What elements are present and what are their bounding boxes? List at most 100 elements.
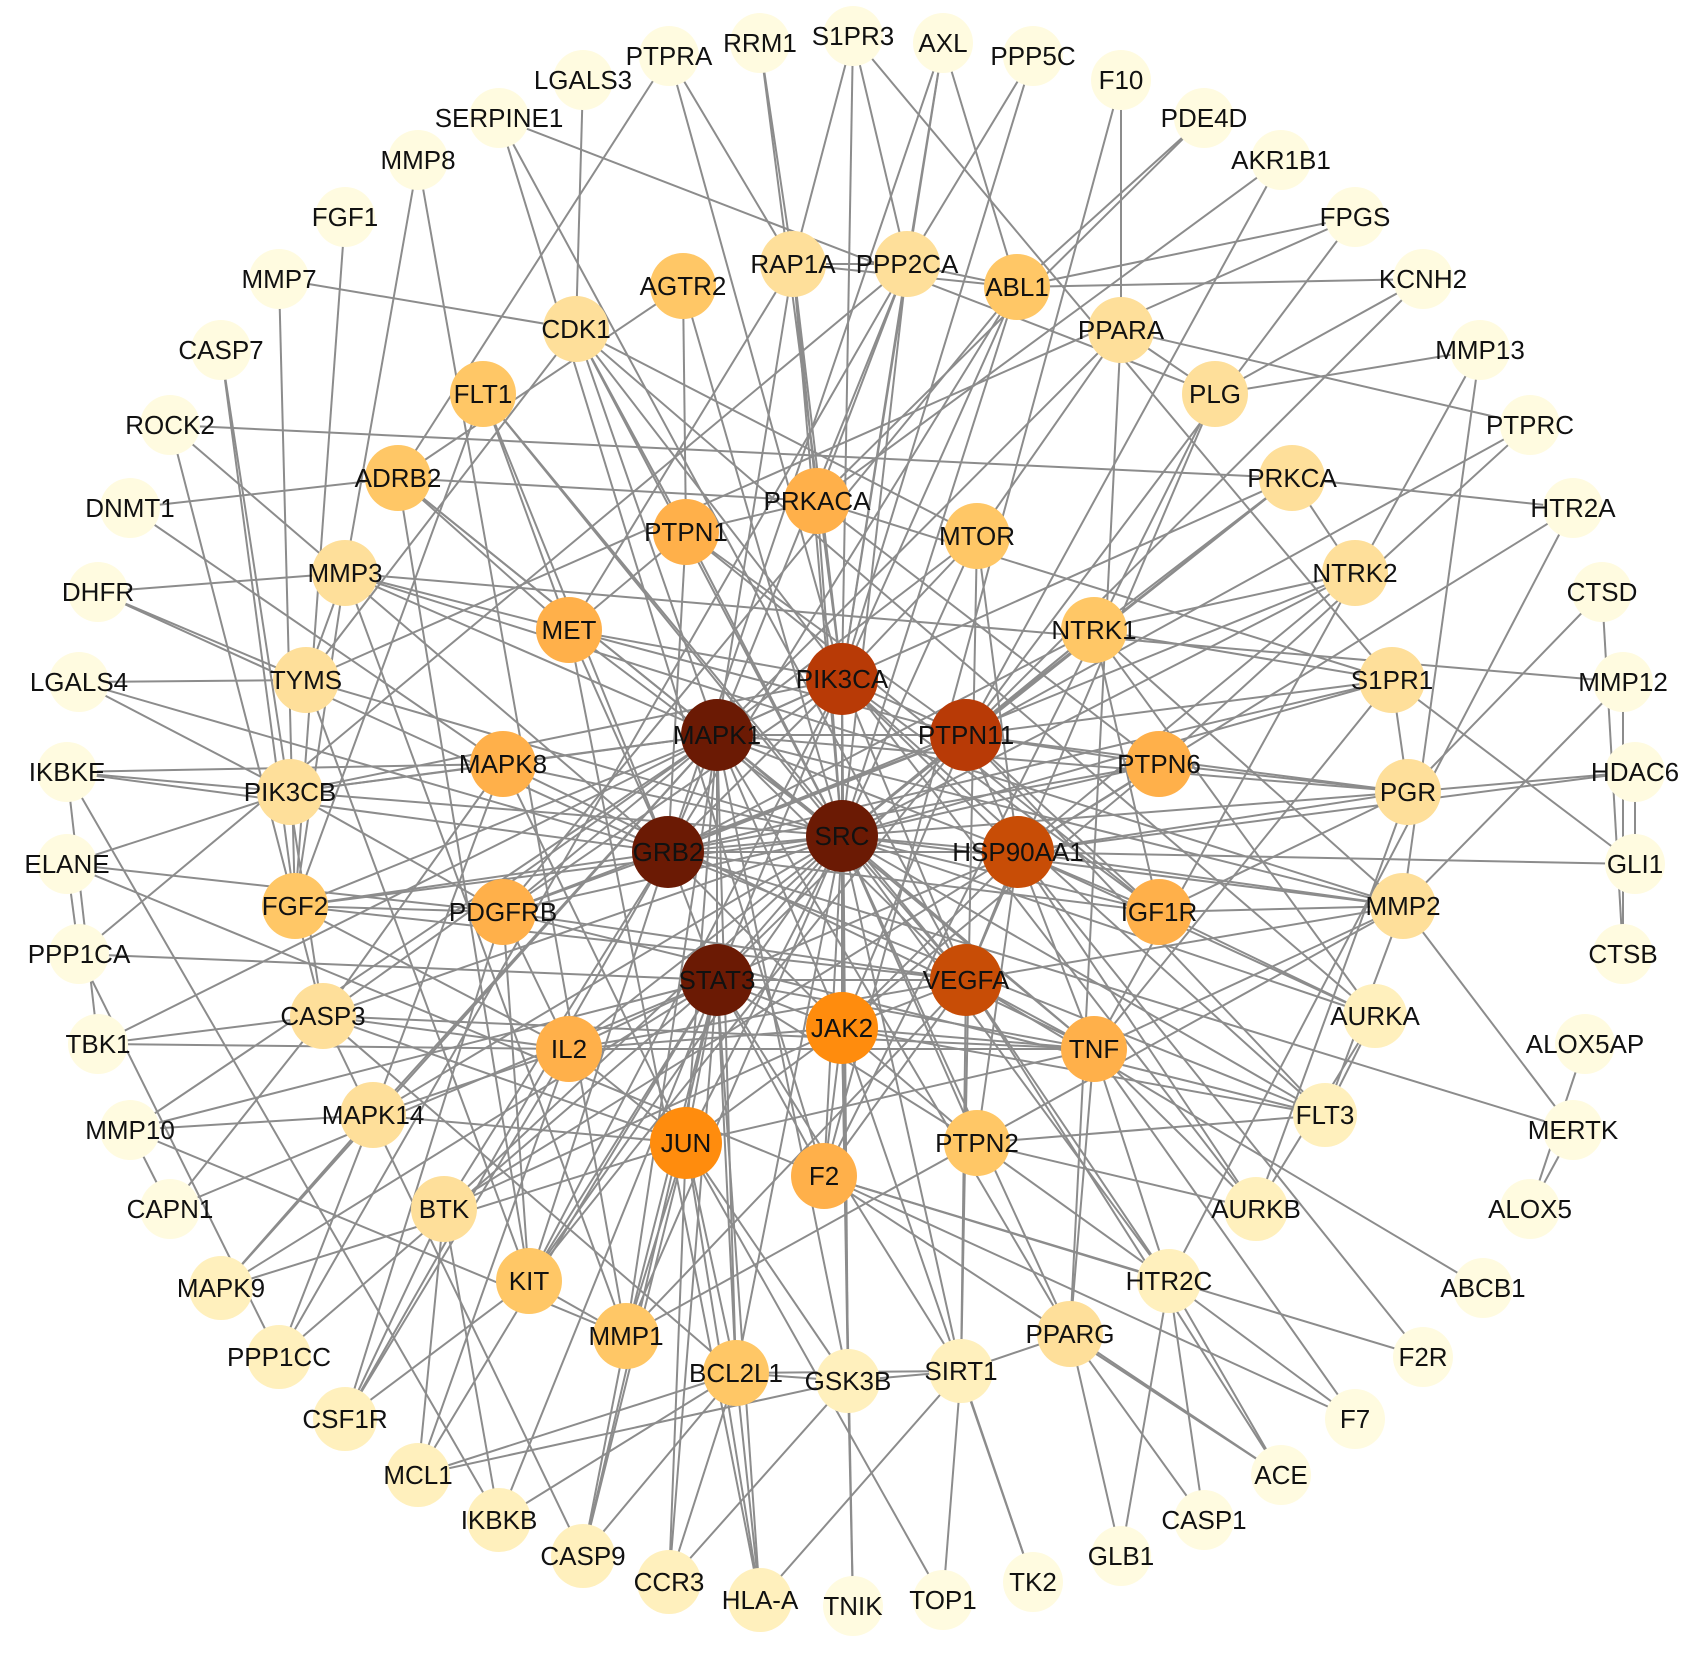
node-circle-ntrk2[interactable]	[1322, 540, 1388, 606]
node-circle-hsp90aa1[interactable]	[982, 816, 1054, 888]
node-sirt1[interactable]: SIRT1	[924, 1339, 998, 1403]
node-mmp7[interactable]: MMP7	[241, 249, 317, 309]
node-btk[interactable]: BTK	[411, 1176, 477, 1242]
node-ikbke[interactable]: IKBKE	[29, 742, 106, 802]
node-circle-mmp1[interactable]	[593, 1303, 659, 1369]
node-s1pr3[interactable]: S1PR3	[812, 6, 894, 66]
node-circle-aurka[interactable]	[1343, 984, 1407, 1048]
node-ptpn2[interactable]: PTPN2	[935, 1110, 1019, 1176]
node-glb1[interactable]: GLB1	[1088, 1526, 1155, 1586]
node-circle-ppara[interactable]	[1088, 297, 1154, 363]
node-circle-hdac6[interactable]	[1605, 742, 1665, 802]
node-alox5ap[interactable]: ALOX5AP	[1526, 1014, 1645, 1074]
node-htr2c[interactable]: HTR2C	[1126, 1249, 1213, 1313]
node-ppp1ca[interactable]: PPP1CA	[28, 924, 131, 984]
node-dhfr[interactable]: DHFR	[62, 562, 134, 622]
node-circle-s1pr1[interactable]	[1359, 647, 1425, 713]
node-circle-bcl2l1[interactable]	[703, 1340, 769, 1406]
node-ace[interactable]: ACE	[1251, 1445, 1311, 1505]
node-circle-btk[interactable]	[411, 1176, 477, 1242]
node-circle-dnmt1[interactable]	[100, 478, 160, 538]
node-circle-mcl1[interactable]	[386, 1443, 450, 1507]
node-pgr[interactable]: PGR	[1375, 759, 1441, 825]
node-kcnh2[interactable]: KCNH2	[1379, 249, 1467, 309]
node-mmp12[interactable]: MMP12	[1578, 652, 1668, 712]
node-circle-flt3[interactable]	[1293, 1083, 1357, 1147]
node-mmp1[interactable]: MMP1	[588, 1303, 664, 1369]
node-circle-top1[interactable]	[913, 1570, 973, 1630]
node-circle-f2[interactable]	[791, 1143, 857, 1209]
node-circle-mmp7[interactable]	[249, 249, 309, 309]
node-circle-tbk1[interactable]	[68, 1014, 128, 1074]
node-circle-lgals3[interactable]	[553, 50, 613, 110]
node-circle-abcb1[interactable]	[1453, 1258, 1513, 1318]
node-mtor[interactable]: MTOR	[939, 503, 1015, 569]
node-circle-cdk1[interactable]	[543, 296, 609, 362]
node-tk2[interactable]: TK2	[1003, 1552, 1063, 1612]
node-capn1[interactable]: CAPN1	[127, 1179, 214, 1239]
node-circle-ctsd[interactable]	[1572, 562, 1632, 622]
node-stat3[interactable]: STAT3	[678, 944, 756, 1016]
node-pik3ca[interactable]: PIK3CA	[796, 643, 889, 715]
node-circle-tyms[interactable]	[273, 647, 339, 713]
node-pparg[interactable]: PPARG	[1025, 1301, 1115, 1367]
node-flt3[interactable]: FLT3	[1293, 1083, 1357, 1147]
node-circle-adrb2[interactable]	[365, 445, 431, 511]
node-circle-casp3[interactable]	[290, 983, 356, 1049]
node-circle-mapk9[interactable]	[189, 1256, 253, 1320]
node-circle-ptpra[interactable]	[639, 26, 699, 86]
node-mapk8[interactable]: MAPK8	[459, 731, 547, 797]
node-abl1[interactable]: ABL1	[984, 254, 1050, 320]
node-mertk[interactable]: MERTK	[1528, 1100, 1619, 1160]
node-circle-kit[interactable]	[496, 1248, 562, 1314]
node-circle-casp7[interactable]	[191, 320, 251, 380]
node-met[interactable]: MET	[536, 597, 602, 663]
node-aurka[interactable]: AURKA	[1330, 984, 1420, 1048]
node-circle-casp1[interactable]	[1174, 1490, 1234, 1550]
node-mapk14[interactable]: MAPK14	[322, 1082, 425, 1148]
node-circle-stat3[interactable]	[681, 944, 753, 1016]
node-circle-jun[interactable]	[650, 1107, 722, 1179]
node-circle-agtr2[interactable]	[650, 253, 716, 319]
node-igf1r[interactable]: IGF1R	[1121, 879, 1198, 945]
node-circle-elane[interactable]	[37, 834, 97, 894]
node-ccr3[interactable]: CCR3	[634, 1550, 705, 1614]
node-circle-mmp3[interactable]	[312, 540, 378, 606]
node-alox5[interactable]: ALOX5	[1488, 1179, 1572, 1239]
node-htr2a[interactable]: HTR2A	[1530, 478, 1616, 538]
node-circle-ptpn2[interactable]	[944, 1110, 1010, 1176]
node-plg[interactable]: PLG	[1182, 361, 1248, 427]
node-circle-alox5ap[interactable]	[1555, 1014, 1615, 1074]
node-mapk9[interactable]: MAPK9	[177, 1256, 265, 1320]
node-abcb1[interactable]: ABCB1	[1440, 1258, 1526, 1318]
node-gsk3b[interactable]: GSK3B	[805, 1349, 892, 1413]
node-jun[interactable]: JUN	[650, 1107, 722, 1179]
node-circle-ctsb[interactable]	[1593, 924, 1653, 984]
node-mmp3[interactable]: MMP3	[307, 540, 383, 606]
node-circle-ppp5c[interactable]	[1003, 26, 1063, 86]
node-pde4d[interactable]: PDE4D	[1161, 88, 1248, 148]
node-circle-rock2[interactable]	[140, 395, 200, 455]
node-circle-f7[interactable]	[1325, 1389, 1385, 1449]
node-circle-mmp2[interactable]	[1370, 873, 1436, 939]
node-circle-mmp10[interactable]	[100, 1100, 160, 1160]
node-circle-capn1[interactable]	[140, 1179, 200, 1239]
node-ppp1cc[interactable]: PPP1CC	[227, 1325, 331, 1389]
node-ptpn11[interactable]: PTPN11	[918, 699, 1014, 771]
node-circle-prkaca[interactable]	[784, 468, 850, 534]
node-circle-plg[interactable]	[1182, 361, 1248, 427]
node-circle-ppp1ca[interactable]	[49, 924, 109, 984]
node-circle-tnf[interactable]	[1061, 1016, 1127, 1082]
node-circle-ntrk1[interactable]	[1061, 597, 1127, 663]
node-hsp90aa1[interactable]: HSP90AA1	[952, 816, 1084, 888]
node-circle-casp9[interactable]	[551, 1524, 615, 1588]
node-circle-mmp12[interactable]	[1593, 652, 1653, 712]
node-fgf2[interactable]: FGF2	[262, 873, 328, 939]
node-f10[interactable]: F10	[1091, 50, 1151, 110]
node-ppp2ca[interactable]: PPP2CA	[856, 231, 959, 297]
node-circle-tk2[interactable]	[1003, 1552, 1063, 1612]
node-f7[interactable]: F7	[1325, 1389, 1385, 1449]
node-circle-rrm1[interactable]	[730, 13, 790, 73]
node-fgf1[interactable]: FGF1	[312, 187, 378, 247]
node-vegfa[interactable]: VEGFA	[923, 944, 1010, 1016]
